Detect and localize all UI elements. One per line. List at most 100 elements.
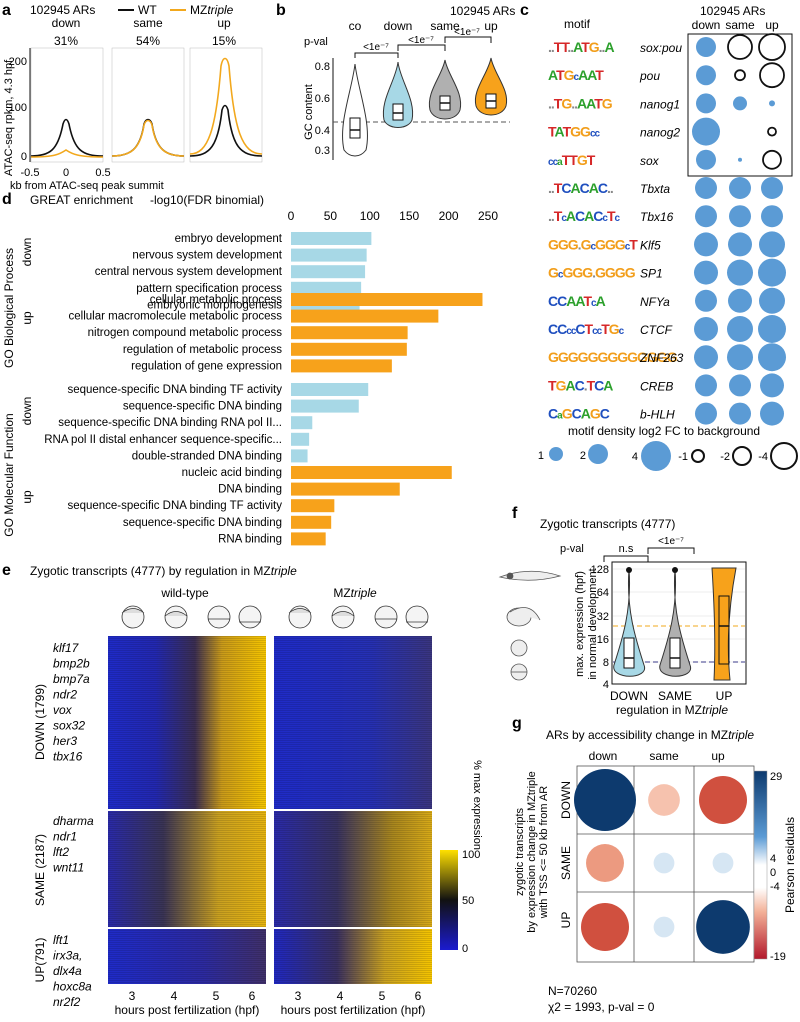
- motif-density-circle: [696, 65, 716, 86]
- f-cat: UP: [716, 689, 733, 703]
- col-mz: MZtriple: [333, 586, 377, 600]
- embryo-stage-icons: [121, 605, 429, 629]
- svg-text:3: 3: [129, 989, 136, 1003]
- g-ylabel: with TSS <= 50 kb from AR: [538, 786, 550, 920]
- motif-logo: GGG.GcGGGcT: [548, 236, 638, 252]
- group-pct-down: 31%: [54, 34, 78, 48]
- violin-down: [382, 61, 414, 128]
- g-residual-circles: [574, 769, 750, 954]
- section-bp: GO Biological Process: [2, 248, 16, 368]
- svg-text:32: 32: [597, 611, 609, 623]
- motif-name: SP1: [640, 267, 663, 281]
- g-row: SAME: [559, 846, 573, 880]
- gene-label: bmp2b: [53, 657, 90, 671]
- svg-text:16: 16: [597, 634, 609, 646]
- svg-text:-1: -1: [678, 451, 688, 463]
- panel-f-letter: f: [512, 505, 518, 522]
- svg-text:2: 2: [580, 450, 586, 462]
- e-colorbar: [440, 850, 458, 950]
- motif-logo: ..TG..AATG: [548, 95, 613, 111]
- g-footer-n: N=70260: [548, 984, 597, 998]
- ytick: 0: [21, 151, 27, 163]
- panel-b-ylabel: GC content: [303, 84, 315, 140]
- curve-up-mz: [189, 57, 263, 155]
- motif-density-circle: [759, 62, 785, 89]
- svg-text:4: 4: [603, 679, 609, 691]
- d-bar: [291, 416, 313, 430]
- motif-density-circle: [762, 149, 782, 170]
- xtick: 0.5: [95, 167, 110, 179]
- panel-a-title: 102945 ARs: [30, 3, 95, 17]
- d-term-label: nucleic acid binding: [182, 467, 282, 479]
- panel-g: g ARs by accessibility change in MZtripl…: [512, 715, 797, 1014]
- bracket-pval: <1e⁻⁷: [363, 42, 389, 53]
- panel-d-letter: d: [2, 191, 12, 208]
- motif-logo: CCAATcA: [548, 293, 606, 309]
- g-residual-circle: [586, 844, 624, 882]
- gene-label: vox: [53, 703, 73, 717]
- svg-text:4: 4: [171, 989, 178, 1003]
- f-cat: SAME: [658, 689, 692, 703]
- col-wild-type: wild-type: [160, 586, 209, 600]
- svg-text:64: 64: [597, 587, 609, 599]
- motif-logo: GGGGGGGGGGGGG: [548, 349, 678, 365]
- panel-d: d GREAT enrichment -log10(FDR binomial) …: [2, 191, 498, 546]
- gene-label: ndr1: [53, 830, 77, 844]
- group-pct-up: 15%: [212, 34, 236, 48]
- motif-name: nanog2: [640, 126, 680, 140]
- d-xtick: 150: [399, 209, 419, 223]
- motif-logo: ..TcACACcTc: [548, 208, 621, 224]
- motif-density-circle: [761, 177, 783, 199]
- gene-label: ndr2: [53, 688, 77, 702]
- motif-density-circle: [729, 374, 751, 397]
- g-residual-circle: [574, 769, 636, 831]
- col-up: up: [765, 18, 779, 32]
- gene-label: bmp7a: [53, 672, 90, 686]
- motif-name: sox: [640, 154, 660, 168]
- motif-logo: CCccCTccTGc: [548, 321, 625, 337]
- d-term-label: sequence-specific DNA binding TF activit…: [67, 500, 282, 512]
- motif-rows: ..TT..ATG..A sox:pou ATGcAAT pou ..TG..AATG n…: [548, 33, 786, 426]
- motif-density-circle: [758, 33, 786, 61]
- svg-text:6: 6: [249, 989, 256, 1003]
- g-row: DOWN: [559, 781, 573, 819]
- svg-text:4: 4: [632, 451, 638, 463]
- curve-down-mz: [30, 149, 104, 158]
- motif-name: Klf5: [640, 238, 661, 252]
- cbar-label: % max expression: [471, 760, 483, 850]
- g-cbar-label: Pearson residuals: [783, 817, 797, 913]
- motif-logo: TGAC.TCA: [548, 377, 613, 393]
- motif-density-circle: [769, 100, 775, 107]
- gene-label: klf17: [53, 641, 80, 655]
- f-cat: DOWN: [610, 689, 648, 703]
- d-bar: [291, 359, 392, 373]
- d-term-label: embryonic morphogenesis: [147, 299, 282, 311]
- bracket-pval: <1e⁻⁷: [454, 27, 480, 38]
- d-term-label: cellular macromolecule metabolic process: [69, 311, 283, 323]
- d-direction-label: down: [20, 397, 34, 426]
- group-label-same: same: [133, 16, 163, 30]
- cbar-tick: 0: [462, 943, 468, 955]
- gene-label: irx3a,: [53, 949, 82, 963]
- panel-f-ylabel1: max. expression (hpf): [574, 571, 586, 677]
- d-xtick: 0: [288, 209, 295, 223]
- svg-text:1: 1: [538, 450, 544, 462]
- d-term-label: sequence-specific DNA binding: [123, 401, 282, 413]
- motif-density-circle: [728, 232, 752, 257]
- g-residual-circle: [696, 900, 750, 954]
- gene-label: wnt11: [53, 861, 84, 875]
- g-residual-circle: [648, 784, 680, 816]
- d-bar: [291, 293, 483, 306]
- panel-a: a 102945 ARs WT MZtriple down 31% same 5…: [2, 2, 263, 192]
- motif-density-circle: [729, 402, 751, 425]
- motif-density-circle: [727, 344, 753, 371]
- d-xtick: 100: [360, 209, 380, 223]
- d-bar: [291, 532, 326, 546]
- motif-density-circle: [695, 177, 717, 199]
- xtick: -0.5: [21, 167, 40, 179]
- cat-up: up: [484, 19, 498, 33]
- d-term-label: sequence-specific DNA binding: [123, 517, 282, 529]
- g-col: down: [589, 749, 618, 763]
- d-bar: [291, 342, 407, 356]
- motif-density-circle: [760, 401, 784, 426]
